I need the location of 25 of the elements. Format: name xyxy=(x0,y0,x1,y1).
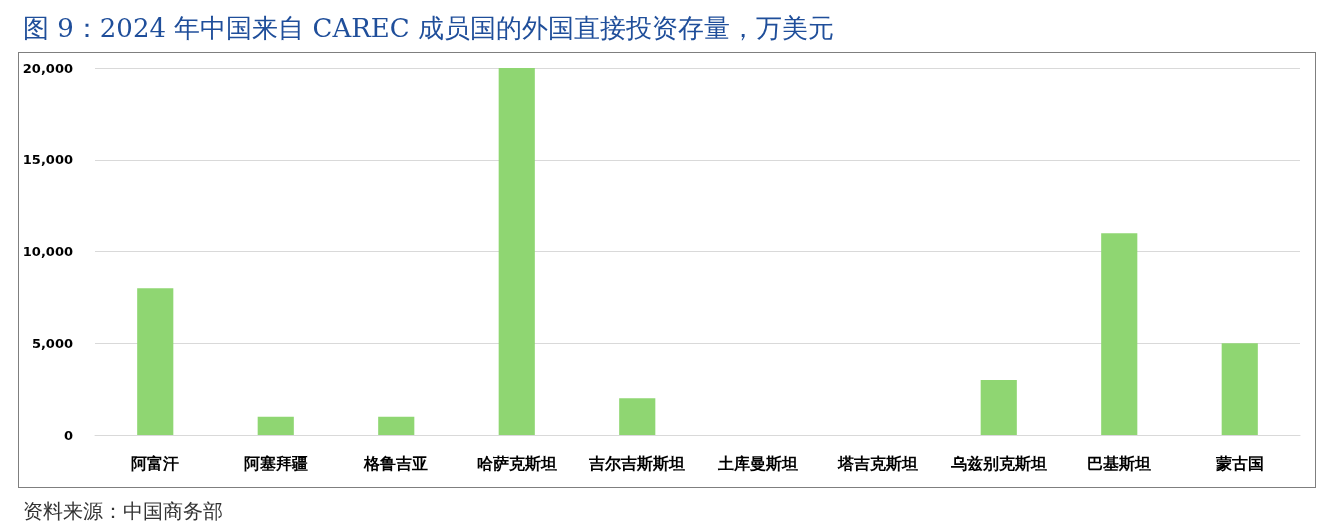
y-tick-label: 5,000 xyxy=(31,335,73,351)
x-tick-label: 土库曼斯坦 xyxy=(716,453,798,473)
x-tick-label: 格鲁吉亚 xyxy=(363,453,429,473)
x-tick-label: 塔吉克斯坦 xyxy=(837,453,919,473)
x-tick-label: 巴基斯坦 xyxy=(1087,453,1152,473)
y-tick-label: 20,000 xyxy=(22,60,73,76)
x-tick-label: 乌兹别克斯坦 xyxy=(949,453,1047,473)
bar xyxy=(619,398,656,435)
bar xyxy=(980,379,1017,435)
bar xyxy=(1221,343,1258,435)
x-tick-label: 哈萨克斯坦 xyxy=(476,453,557,473)
chart-title: 图 9：2024 年中国来自 CAREC 成员国的外国直接投资存量，万美元 xyxy=(23,13,834,43)
y-tick-label: 0 xyxy=(63,427,73,443)
y-tick-label: 10,000 xyxy=(22,244,73,259)
bar xyxy=(257,416,294,435)
x-tick-label: 蒙古国 xyxy=(1214,453,1264,473)
bar xyxy=(137,288,174,435)
bar xyxy=(498,68,535,435)
text: 资料来源：中国商务部 xyxy=(23,499,223,523)
x-tick-label: 阿富汗 xyxy=(131,453,180,473)
y-tick-label: 15,000 xyxy=(22,152,73,168)
bar xyxy=(1101,233,1138,435)
bar xyxy=(378,416,415,435)
x-tick-label: 阿塞拜疆 xyxy=(243,453,308,473)
x-tick-label: 吉尔吉斯斯坦 xyxy=(588,453,686,473)
